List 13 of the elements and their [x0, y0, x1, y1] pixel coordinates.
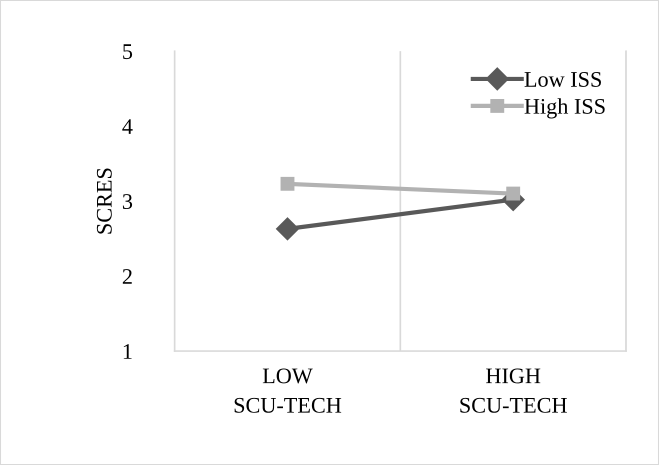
point	[280, 176, 294, 191]
y-tick-label: 5	[123, 44, 132, 60]
legend-label: High ISS	[524, 98, 605, 118]
y-tick-label: 1	[124, 344, 132, 359]
x-tick-label: LOW SCU-TECH	[234, 368, 342, 413]
y-tick-label: 2	[122, 269, 132, 284]
y-tick-label: 4	[122, 119, 133, 134]
point	[276, 217, 299, 240]
x-tick-label: HIGH SCU-TECH	[460, 368, 567, 413]
legend-label: Low ISS	[524, 72, 601, 87]
y-axis-title: SCRES	[96, 168, 112, 234]
point	[506, 186, 520, 201]
y-tick-label: 3	[122, 194, 132, 210]
